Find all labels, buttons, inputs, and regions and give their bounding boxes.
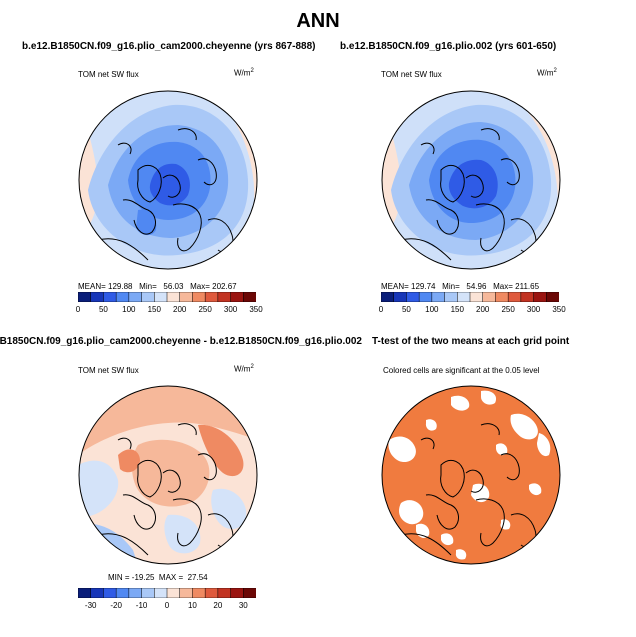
colorbar-swatch [393, 292, 407, 302]
colorbar-swatch [192, 588, 206, 598]
colorbar-swatch [115, 292, 130, 302]
colorbar-tick-label: 300 [526, 305, 541, 314]
panel-4-note: Colored cells are significant at the 0.0… [383, 366, 540, 375]
colorbar-tick-label: -30 [84, 601, 97, 610]
colorbar-tick-label: -10 [135, 601, 148, 610]
colorbar-tick-label: 300 [223, 305, 238, 314]
colorbar-swatch [217, 292, 232, 302]
colorbar-swatch [243, 588, 256, 598]
colorbar-swatch [230, 292, 244, 302]
panel-4-coastlines [400, 423, 537, 556]
colorbar-tick-label: 20 [213, 601, 223, 610]
colorbar-swatch [115, 588, 130, 598]
colorbar-swatch [179, 292, 193, 302]
colorbar-swatch [520, 292, 535, 302]
colorbar-swatch [128, 588, 143, 598]
colorbar-tick-label: 150 [147, 305, 161, 314]
colorbar-svg [78, 292, 256, 302]
colorbar-swatch [381, 292, 395, 302]
panel-1-colorbar-labels: 0 50 100 150 200 250 300 350 [76, 305, 263, 317]
colorbar-swatch [166, 588, 181, 598]
colorbar-svg [381, 292, 559, 302]
colorbar-swatch [217, 588, 232, 598]
colorbar-swatch [469, 292, 484, 302]
colorbar-tick-label: 0 [164, 601, 170, 610]
colorbar-tick-label: 100 [122, 305, 136, 314]
colorbar-swatch [418, 292, 433, 302]
panel-1-stats: MEAN= 129.88 Min= 56.03 Max= 202.67 [78, 282, 237, 291]
panel-2-coastlines [400, 128, 537, 261]
colorbar-tick-label: 350 [552, 305, 566, 314]
colorbar-tick-label: 50 [401, 305, 411, 314]
colorbar-tick-label: 250 [501, 305, 515, 314]
panel-2-units: W/m2 [537, 68, 557, 78]
panel-3-polar-map [78, 385, 258, 565]
panel-3-stats: MIN = -19.25 MAX = 27.54 [108, 573, 208, 582]
panel-4-title: T-test of the two means at each grid poi… [372, 336, 570, 347]
colorbar-swatch [90, 292, 104, 302]
panel-4-nonsignificant-cells [388, 390, 551, 560]
colorbar-swatch [103, 292, 117, 302]
colorbar-swatch [128, 292, 143, 302]
panel-4-polar-map [381, 385, 561, 565]
colorbar-swatch [230, 588, 244, 598]
colorbar-tick-label: 200 [476, 305, 490, 314]
colorbar-swatch [78, 292, 92, 302]
colorbar-swatch [444, 292, 458, 302]
colorbar-tick-label: 100 [425, 305, 439, 314]
colorbar-swatch [78, 588, 92, 598]
panel-1-polar-map [78, 90, 258, 270]
colorbar-tick-label: 10 [187, 601, 197, 610]
colorbar-swatch [154, 292, 168, 302]
panel-3-colorbar-labels: -30 -20 -10 0 10 20 30 [78, 601, 256, 613]
colorbar-tick-label: 200 [173, 305, 187, 314]
colorbar-swatch [90, 588, 104, 598]
colorbar-svg [78, 588, 256, 598]
colorbar-tick-label: -20 [110, 601, 122, 610]
colorbar-swatch [431, 292, 446, 302]
colorbar-swatch [243, 292, 256, 302]
figure-title: ANN [296, 10, 340, 32]
colorbar-swatch [103, 588, 117, 598]
panel-2-title: b.e12.B1850CN.f09_g16.plio.002 (yrs 601-… [340, 41, 557, 52]
colorbar-swatch [495, 292, 509, 302]
colorbar-swatch [204, 588, 219, 598]
colorbar-swatch [406, 292, 420, 302]
panel-3-title: b.e12.B1850CN.f09_g16.plio_cam2000.cheye… [0, 336, 362, 347]
colorbar-tick-label: 250 [198, 305, 212, 314]
colorbar-tick-label: 0 [378, 305, 384, 314]
panel-3-colorbar [78, 588, 256, 598]
colorbar-swatch [154, 588, 168, 598]
colorbar-tick-label: 30 [238, 601, 248, 610]
panel-2-variable: TOM net SW flux [381, 70, 442, 79]
colorbar-tick-label: 350 [249, 305, 263, 314]
colorbar-swatch [457, 292, 471, 302]
colorbar-swatch [546, 292, 559, 302]
colorbar-swatch [141, 292, 155, 302]
panel-2-colorbar [381, 292, 559, 302]
colorbar-swatch [204, 292, 219, 302]
colorbar-tick-label: 50 [98, 305, 108, 314]
colorbar-swatch [179, 588, 193, 598]
panel-1-colorbar [78, 292, 256, 302]
colorbar-swatch [507, 292, 522, 302]
colorbar-swatch [533, 292, 547, 302]
colorbar-swatch [192, 292, 206, 302]
panel-2-polar-map [381, 90, 561, 270]
panel-3-variable: TOM net SW flux [78, 366, 139, 375]
colorbar-swatch [141, 588, 155, 598]
panel-2-colorbar-labels: 0 50 100 150 200 250 300 350 [379, 305, 566, 317]
panel-2-stats: MEAN= 129.74 Min= 54.96 Max= 211.65 [381, 282, 540, 291]
colorbar-tick-label: 0 [75, 305, 81, 314]
panel-1-units: W/m2 [234, 68, 254, 78]
colorbar-tick-label: 150 [450, 305, 464, 314]
colorbar-swatch [482, 292, 496, 302]
panel-3-title-clip: b.e12.B1850CN.f09_g16.plio_cam2000.cheye… [0, 336, 362, 350]
panel-1-title: b.e12.B1850CN.f09_g16.plio_cam2000.cheye… [22, 41, 316, 52]
panel-1-variable: TOM net SW flux [78, 70, 139, 79]
colorbar-swatch [166, 292, 181, 302]
panel-3-units: W/m2 [234, 364, 254, 374]
